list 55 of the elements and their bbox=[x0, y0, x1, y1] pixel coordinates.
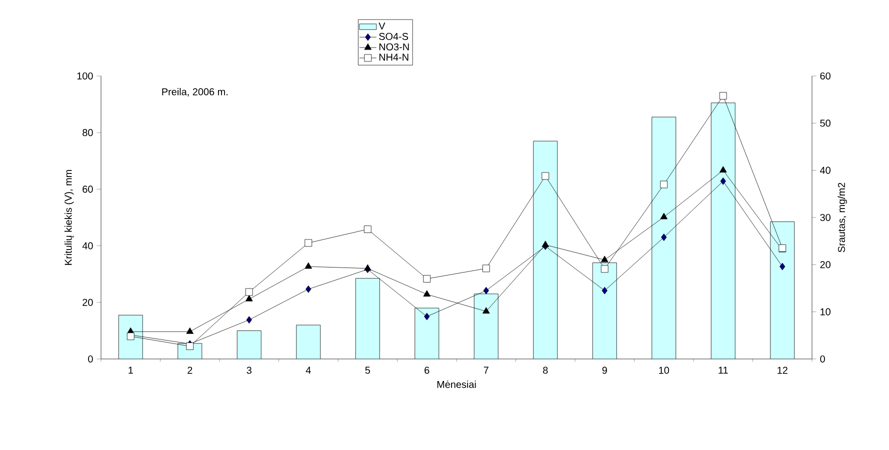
x-axis-title: Mėnesiai bbox=[437, 380, 476, 388]
point bbox=[780, 262, 786, 270]
point bbox=[246, 316, 252, 324]
y2-tick-label: 0 bbox=[820, 355, 825, 363]
y2-tick-label: 40 bbox=[820, 166, 830, 174]
x-tick-label: 12 bbox=[778, 366, 788, 374]
y2-tick-label: 30 bbox=[820, 214, 830, 222]
point bbox=[660, 212, 668, 220]
point bbox=[186, 342, 194, 350]
legend-label: NO3-N bbox=[379, 43, 409, 50]
point bbox=[542, 172, 550, 180]
point bbox=[542, 240, 550, 248]
y-tick-label: 80 bbox=[82, 129, 93, 136]
point bbox=[660, 180, 668, 188]
point bbox=[364, 264, 372, 271]
x-tick-label: 7 bbox=[484, 366, 488, 374]
x-tick-label: 2 bbox=[188, 366, 192, 374]
y-tick-label: 100 bbox=[77, 72, 93, 80]
point bbox=[483, 286, 489, 294]
point bbox=[424, 312, 430, 320]
point bbox=[661, 234, 667, 241]
text: Preila, 2006 m. bbox=[162, 88, 228, 96]
x-tick-label: 8 bbox=[543, 366, 548, 374]
y-axis-title: Kritulių kiekis (V), mm bbox=[64, 170, 74, 265]
x-tick-label: 10 bbox=[659, 366, 670, 374]
point bbox=[304, 262, 312, 269]
y2-tick-label: 50 bbox=[820, 120, 830, 127]
y2-tick-label: 10 bbox=[820, 308, 830, 316]
point bbox=[600, 256, 608, 262]
x-tick-label: 11 bbox=[718, 366, 728, 374]
y-tick-label: 0 bbox=[88, 355, 93, 363]
point bbox=[602, 286, 608, 294]
x-tick-label: 4 bbox=[306, 366, 311, 374]
x-tick-label: 1 bbox=[128, 366, 133, 374]
x-tick-label: 5 bbox=[365, 366, 370, 374]
point bbox=[245, 294, 253, 302]
legend-label: SO4-S bbox=[379, 32, 408, 40]
point bbox=[719, 166, 727, 173]
point bbox=[482, 307, 490, 314]
legend-label: V bbox=[378, 22, 386, 30]
y2-tick-label: 60 bbox=[820, 72, 830, 80]
point bbox=[306, 285, 312, 293]
point bbox=[186, 327, 194, 334]
x-tick-label: 9 bbox=[602, 366, 607, 374]
y-tick-label: 60 bbox=[82, 186, 93, 193]
y-tick-label: 40 bbox=[82, 242, 93, 250]
point bbox=[423, 290, 431, 297]
y2-axis-title: Srautas, mg/m2 bbox=[838, 182, 847, 252]
point bbox=[720, 177, 726, 185]
x-tick-label: 3 bbox=[246, 366, 252, 374]
y2-tick-label: 20 bbox=[820, 261, 830, 268]
legend-label: NH4-N bbox=[379, 54, 408, 61]
y-tick-label: 20 bbox=[82, 298, 93, 306]
point bbox=[600, 265, 608, 273]
x-tick-label: 6 bbox=[424, 366, 430, 374]
